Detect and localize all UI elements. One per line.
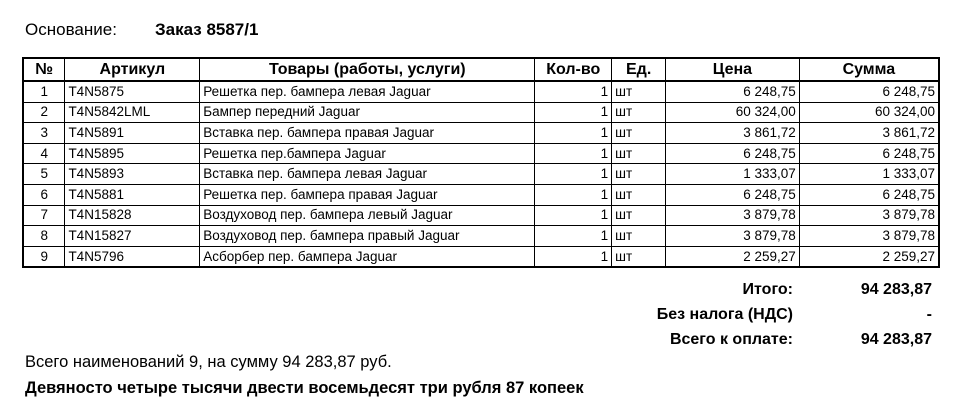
- table-cell: 1: [534, 245, 613, 268]
- table-row: 2 T4N5842LML Бампер передний Jaguar 1 шт 60 3…: [22, 101, 940, 124]
- table-cell: 6 248,75: [798, 80, 940, 103]
- table-cell: 3 879,78: [798, 204, 940, 227]
- total-value: 94 283,87: [860, 331, 932, 348]
- table-row: 5 T4N5893 Вставка пер. бампера левая Jagua…: [22, 163, 940, 185]
- column-header: Артикул: [64, 57, 201, 82]
- table-cell: T4N5891: [64, 122, 201, 144]
- table-cell: шт: [611, 204, 667, 227]
- table-cell: шт: [611, 101, 667, 124]
- table-cell: 1: [534, 80, 613, 103]
- table-cell: T4N5796: [64, 245, 201, 268]
- table-row: 1 T4N5875 Решетка пер. бампера левая Jagua…: [22, 80, 940, 103]
- table-cell: T4N5881: [64, 183, 201, 206]
- table-cell: Вставка пер. бампера левая Jaguar: [199, 163, 536, 185]
- table-cell: 1: [534, 101, 613, 124]
- table-cell: Бампер передний Jaguar: [199, 101, 536, 124]
- invoice-table: № Артикул Товары (работы, услуги) Кол-во Ед.…: [22, 57, 940, 269]
- total-label: Всего к оплате:: [669, 331, 793, 348]
- table-row: 3 T4N5891 Вставка пер. бампера правая Jagu…: [22, 122, 940, 144]
- table-cell: 2 259,27: [665, 245, 800, 268]
- table-cell: 1: [534, 183, 613, 206]
- table-cell: 6: [22, 183, 66, 206]
- table-cell: T4N5893: [64, 163, 201, 185]
- table-body: 1 T4N5875 Решетка пер. бампера левая Jagua…: [22, 80, 940, 268]
- table-cell: Решетка пер. бампера правая Jaguar: [199, 183, 536, 206]
- table-cell: T4N15828: [64, 204, 201, 227]
- table-cell: 3 861,72: [665, 122, 800, 144]
- table-cell: 1: [22, 80, 66, 103]
- table-cell: шт: [611, 183, 667, 206]
- column-header: Товары (работы, услуги): [199, 57, 536, 82]
- table-cell: 1: [534, 204, 613, 227]
- table-cell: T4N15827: [64, 225, 201, 247]
- table-row: 4 T4N5895 Решетка пер.бампера Jaguar 1 шт 6 2…: [22, 142, 940, 165]
- table-cell: шт: [611, 163, 667, 185]
- table-cell: 1 333,07: [798, 163, 940, 185]
- header-row: № Артикул Товары (работы, услуги) Кол-во Ед.…: [22, 57, 940, 82]
- count-line: Всего наименований 9, на сумму 94 283,87…: [25, 353, 392, 371]
- table-cell: 1: [534, 142, 613, 165]
- total-label: Без налога (НДС): [656, 306, 793, 323]
- table-cell: 6 248,75: [798, 142, 940, 165]
- table-cell: Асборбер пер. бампера Jaguar: [199, 245, 536, 268]
- table-cell: 2: [22, 101, 66, 124]
- table-cell: Решетка пер.бампера Jaguar: [199, 142, 536, 165]
- table-cell: 1: [534, 163, 613, 185]
- table-cell: 3 879,78: [665, 225, 800, 247]
- table-cell: 4: [22, 142, 66, 165]
- table-cell: 6 248,75: [665, 183, 800, 206]
- column-header: Цена: [665, 57, 800, 82]
- table-cell: 60 324,00: [798, 101, 940, 124]
- table-cell: T4N5895: [64, 142, 201, 165]
- total-label: Итого:: [742, 281, 793, 298]
- table-row: 9 T4N5796 Асборбер пер. бампера Jaguar 1 шт 2…: [22, 245, 940, 268]
- table-row: 8 T4N15827 Воздуховод пер. бампера правый …: [22, 225, 940, 247]
- table-cell: 3 879,78: [665, 204, 800, 227]
- table-cell: 3 861,72: [798, 122, 940, 144]
- table-cell: шт: [611, 225, 667, 247]
- table-cell: 2 259,27: [798, 245, 940, 268]
- table-cell: 6 248,75: [665, 142, 800, 165]
- table-cell: 60 324,00: [665, 101, 800, 124]
- table-cell: 7: [22, 204, 66, 227]
- table-cell: шт: [611, 80, 667, 103]
- table-cell: Воздуховод пер. бампера правый Jaguar: [199, 225, 536, 247]
- table-cell: 5: [22, 163, 66, 185]
- basis-value: Заказ 8587/1: [155, 20, 259, 39]
- table-cell: Вставка пер. бампера правая Jaguar: [199, 122, 536, 144]
- total-value: -: [926, 306, 932, 323]
- table-row: 7 T4N15828 Воздуховод пер. бампера левый J…: [22, 204, 940, 227]
- column-header: Сумма: [798, 57, 940, 82]
- table-cell: 9: [22, 245, 66, 268]
- table-cell: T4N5842LML: [64, 101, 201, 124]
- table-cell: 1 333,07: [665, 163, 800, 185]
- table-cell: 6 248,75: [665, 80, 800, 103]
- table-cell: 6 248,75: [798, 183, 940, 206]
- table-cell: 3: [22, 122, 66, 144]
- table-cell: Решетка пер. бампера левая Jaguar: [199, 80, 536, 103]
- column-header: Ед.: [611, 57, 667, 82]
- table-cell: шт: [611, 122, 667, 144]
- table-cell: 1: [534, 122, 613, 144]
- basis-label: Основание:: [25, 20, 117, 39]
- table-row: 6 T4N5881 Решетка пер. бампера правая Jagu…: [22, 183, 940, 206]
- table-cell: шт: [611, 142, 667, 165]
- table-cell: 8: [22, 225, 66, 247]
- column-header: Кол-во: [534, 57, 613, 82]
- table-cell: Воздуховод пер. бампера левый Jaguar: [199, 204, 536, 227]
- total-value: 94 283,87: [860, 281, 932, 298]
- words-line: Девяносто четыре тысячи двести восемьдес…: [25, 379, 584, 397]
- table-cell: 1: [534, 225, 613, 247]
- table-cell: 3 879,78: [798, 225, 940, 247]
- table-cell: T4N5875: [64, 80, 201, 103]
- table-cell: шт: [611, 245, 667, 268]
- column-header: №: [22, 57, 66, 82]
